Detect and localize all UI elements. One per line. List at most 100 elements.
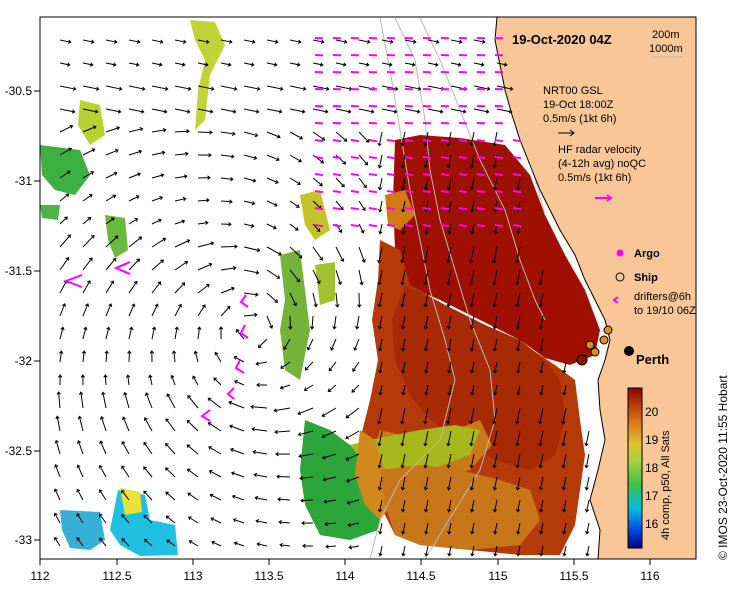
hf-radar-arrow <box>494 156 504 160</box>
velocity-arrow <box>303 384 314 391</box>
hf-radar-arrow <box>440 173 450 177</box>
velocity-arrow <box>151 173 165 179</box>
colorbar-tick-18: 18 <box>645 461 659 475</box>
velocity-arrow <box>220 176 234 182</box>
velocity-arrow <box>82 125 97 133</box>
hf-radar-arrow <box>332 190 342 194</box>
legend-hf-scale: 0.5m/s (1kt 6h) <box>558 172 631 184</box>
velocity-arrow <box>280 361 291 369</box>
velocity-arrow <box>266 131 281 139</box>
velocity-arrow <box>230 471 245 478</box>
velocity-arrow <box>235 329 245 340</box>
velocity-arrow <box>128 326 134 340</box>
velocity-arrow <box>243 39 256 44</box>
velocity-arrow <box>82 280 91 294</box>
gsl-scale-arrowhead <box>569 129 575 137</box>
hf-radar-arrow <box>440 224 450 228</box>
velocity-arrow <box>306 338 314 351</box>
y-axis-ticks: -30.5 -31 -31.5 -32 -32.5 -33 <box>5 84 40 547</box>
depth-label-1000m: 1000m <box>649 43 683 55</box>
velocity-arrow <box>335 177 345 188</box>
velocity-arrow <box>300 498 314 503</box>
velocity-arrow <box>105 217 115 225</box>
velocity-arrow <box>516 361 521 374</box>
velocity-arrow <box>492 430 498 447</box>
hf-radar-arrow <box>476 224 486 228</box>
velocity-arrow <box>82 326 88 340</box>
velocity-arrow <box>515 476 521 491</box>
hf-radar-arrow <box>386 224 396 228</box>
velocity-arrow <box>128 236 143 248</box>
velocity-arrow <box>562 384 567 396</box>
hf-radar-arrow <box>404 190 414 194</box>
velocity-arrow <box>469 131 475 147</box>
velocity-arrow <box>220 62 232 67</box>
velocity-arrow <box>335 246 345 263</box>
velocity-arrow <box>266 269 281 279</box>
velocity-arrow <box>377 338 383 352</box>
velocity-arrow <box>358 62 370 67</box>
velocity-arrow <box>335 39 348 44</box>
velocity-arrow <box>345 453 360 461</box>
velocity-arrow <box>197 85 215 91</box>
velocity-arrow <box>423 430 429 447</box>
ship-positions <box>576 325 613 366</box>
velocity-arrow <box>243 62 255 67</box>
velocity-arrow <box>76 464 84 478</box>
velocity-arrow <box>493 545 498 557</box>
velocity-arrow <box>335 154 347 165</box>
velocity-arrow <box>59 193 70 202</box>
velocity-arrow <box>151 39 164 44</box>
velocity-arrow <box>377 154 383 169</box>
velocity-arrow <box>401 522 406 535</box>
hf-radar-arrow <box>422 190 432 194</box>
hf-radar-arrow <box>512 173 522 177</box>
velocity-arrow <box>328 361 337 372</box>
velocity-arrow <box>174 108 191 114</box>
velocity-arrow <box>289 269 301 283</box>
velocity-arrow <box>322 476 337 482</box>
velocity-arrow <box>492 177 498 191</box>
velocity-arrow <box>400 292 406 308</box>
velocity-arrow <box>174 129 190 134</box>
velocity-arrow <box>266 315 274 329</box>
velocity-arrow <box>127 350 132 363</box>
velocity-arrow <box>98 489 107 501</box>
velocity-arrow <box>151 281 162 294</box>
hf-radar-arrow <box>350 224 360 228</box>
velocity-arrow <box>220 265 237 271</box>
velocity-arrow <box>470 361 475 374</box>
velocity-arrow <box>400 269 406 286</box>
velocity-arrow <box>297 430 314 437</box>
velocity-arrow <box>105 148 119 156</box>
velocity-arrow <box>335 62 347 67</box>
velocity-arrow <box>151 150 166 156</box>
hf-radar-arrow <box>422 224 432 228</box>
velocity-arrow <box>469 292 475 308</box>
velocity-arrow <box>266 154 280 162</box>
velocity-arrow <box>562 522 567 535</box>
hf-radar-arrow <box>494 139 504 143</box>
velocity-arrow <box>404 85 422 91</box>
velocity-arrow <box>358 269 364 286</box>
velocity-arrow <box>470 545 475 557</box>
velocity-arrow <box>128 62 140 67</box>
colorbar-tick-17: 17 <box>645 489 659 503</box>
velocity-arrow <box>209 493 222 501</box>
velocity-arrow <box>400 430 406 447</box>
velocity-arrow <box>355 315 360 330</box>
velocity-arrow <box>59 216 68 225</box>
velocity-arrow <box>252 449 268 455</box>
legend-drifters-line1: drifters@6h <box>634 291 691 303</box>
hf-radar-arrow <box>386 139 396 143</box>
velocity-arrow <box>234 379 245 386</box>
velocity-arrow <box>56 391 61 409</box>
velocity-arrow <box>312 62 324 67</box>
velocity-arrow <box>174 151 189 157</box>
velocity-arrow <box>538 430 544 447</box>
velocity-arrow <box>469 154 475 169</box>
argo-marker <box>616 249 624 257</box>
velocity-arrow <box>473 39 486 44</box>
velocity-arrow <box>128 39 141 44</box>
velocity-arrow <box>105 62 117 67</box>
